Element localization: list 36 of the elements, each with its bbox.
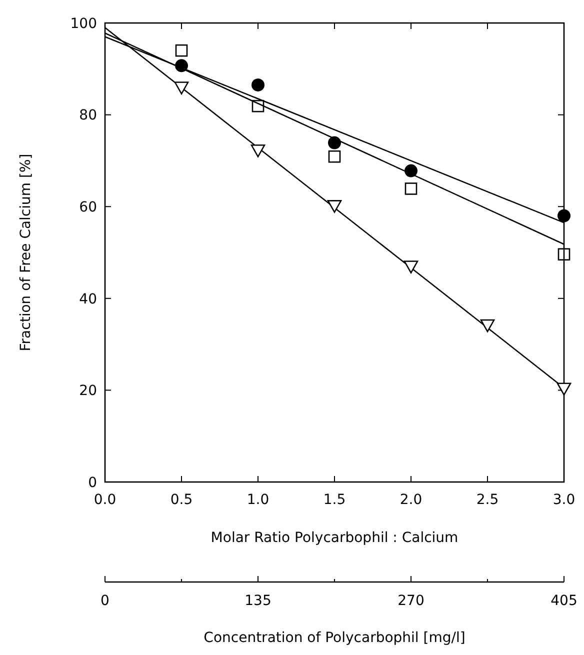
- y-tick-label: 20: [79, 383, 97, 400]
- point: [250, 144, 266, 158]
- y-tick-label: 100: [70, 16, 97, 32]
- y-tick-label: 60: [79, 200, 97, 216]
- x2-tick-label: 270: [398, 593, 424, 609]
- point: [174, 82, 189, 94]
- point: [328, 136, 341, 150]
- point: [175, 59, 188, 72]
- x2-axis-title: Concentration of Polycarbophil [mg/l]: [204, 630, 466, 646]
- y-axis-title: Fraction of Free Calcium [%]: [18, 154, 34, 352]
- y-tick-label: 80: [79, 108, 97, 124]
- x2-tick-label: 405: [550, 593, 578, 609]
- point: [327, 200, 342, 213]
- point: [404, 260, 418, 274]
- point: [252, 100, 264, 112]
- point: [558, 209, 570, 222]
- x-tick-label: 2.5: [476, 492, 499, 508]
- x-tick-label: 0.5: [170, 492, 193, 508]
- x-tick-label: 1.5: [323, 492, 346, 508]
- point: [556, 382, 572, 396]
- x-tick-label: 3.0: [552, 492, 576, 508]
- point: [480, 319, 495, 332]
- x-tick-label: 0.0: [94, 492, 116, 508]
- point: [404, 164, 418, 178]
- point: [175, 44, 188, 57]
- point: [252, 78, 264, 92]
- x-tick-label: 1.0: [246, 492, 270, 508]
- x-tick-label: 2.0: [400, 492, 422, 508]
- x2-tick-label: 135: [244, 593, 272, 609]
- y-tick-label: 0: [88, 474, 97, 491]
- point: [404, 182, 418, 195]
- x2-tick-label: 0: [100, 593, 110, 609]
- point: [558, 248, 570, 260]
- y-tick-label: 40: [79, 291, 97, 308]
- x-axis-title: Molar Ratio Polycarbophil : Calcium: [210, 530, 458, 546]
- point: [328, 150, 341, 163]
